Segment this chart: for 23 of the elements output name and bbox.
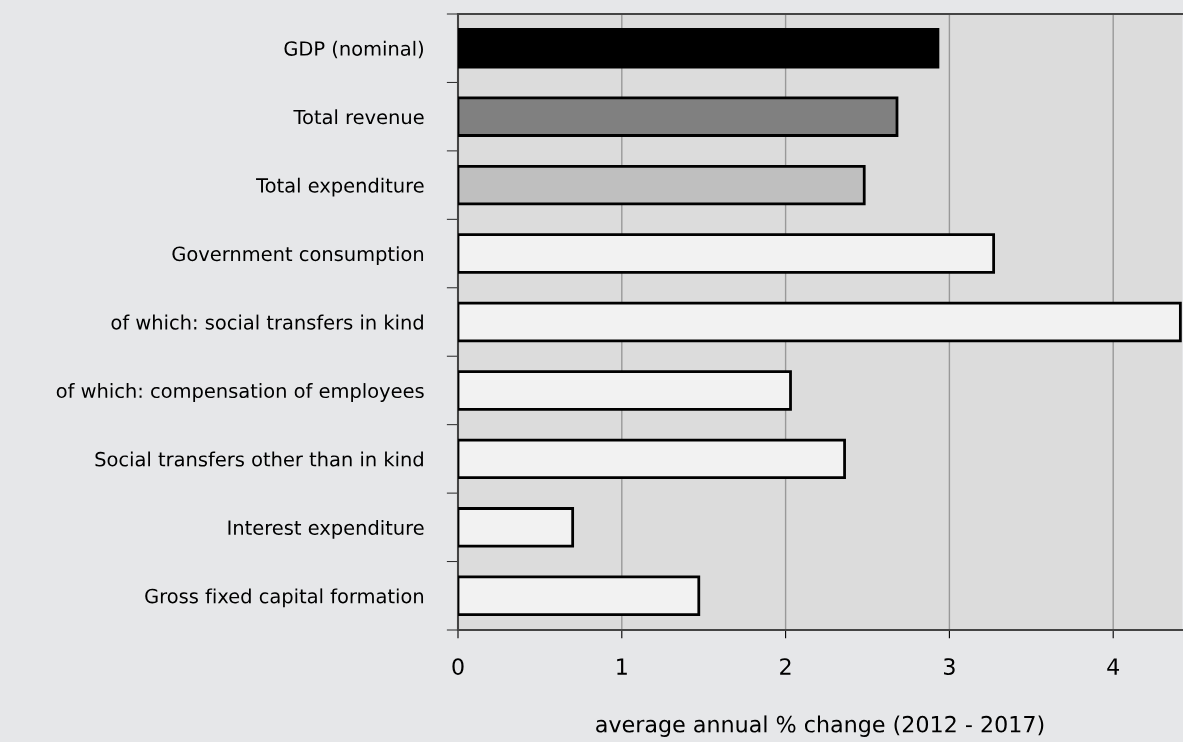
- bar: [458, 575, 701, 616]
- x-tick-label: 2: [780, 658, 791, 675]
- y-tick-label: Social transfers other than in kind: [95, 451, 423, 467]
- x-tick-label: 4: [1107, 658, 1120, 675]
- y-tick-label: of which: social transfers in kind: [111, 314, 423, 330]
- x-tick-label: 3: [944, 658, 955, 675]
- x-axis-title: average annual % change (2012 - 2017): [596, 715, 1044, 737]
- y-tick-label: Interest expenditure: [228, 519, 424, 539]
- bar: [458, 507, 575, 548]
- bar: [458, 28, 940, 69]
- y-tick-label: Government consumption: [172, 246, 424, 265]
- bar: [458, 370, 792, 411]
- bar: [458, 96, 899, 137]
- y-tick-label: Gross fixed capital formation: [145, 588, 424, 608]
- x-tick-label: 1: [617, 658, 627, 675]
- y-tick-label: Total revenue: [293, 109, 424, 125]
- y-tick-label: GDP (nominal): [284, 40, 423, 59]
- y-tick-label: Total expenditure: [256, 177, 424, 197]
- y-tick-label: of which: compensation of employees: [56, 383, 424, 402]
- bar: [458, 164, 866, 206]
- bar: [458, 233, 996, 274]
- bar: [458, 438, 846, 480]
- x-tick-label: 0: [452, 658, 464, 675]
